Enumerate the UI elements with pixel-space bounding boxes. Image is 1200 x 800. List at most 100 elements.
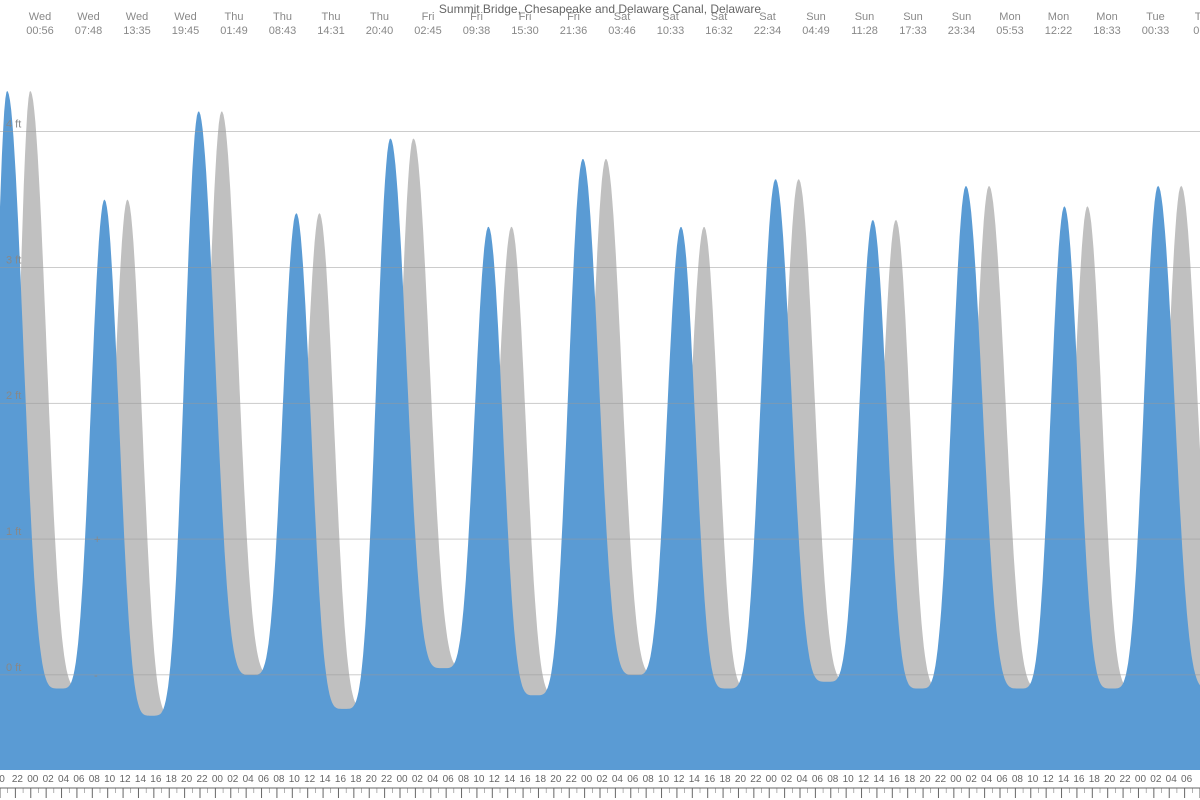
top-label-time: 08:43 bbox=[269, 25, 297, 37]
x-axis-label: 02 bbox=[966, 774, 978, 785]
x-axis-label: 16 bbox=[889, 774, 901, 785]
x-axis-label: 20 bbox=[735, 774, 747, 785]
top-label-time: 17:33 bbox=[899, 25, 927, 37]
x-axis-label: 04 bbox=[1166, 774, 1178, 785]
x-axis-label: 04 bbox=[58, 774, 70, 785]
top-label-time: 13:35 bbox=[123, 25, 151, 37]
top-label-time: 22:34 bbox=[754, 25, 782, 37]
x-axis-label: 22 bbox=[196, 774, 208, 785]
top-label-time: 23:34 bbox=[948, 25, 976, 37]
x-axis-label: 12 bbox=[858, 774, 870, 785]
x-axis-label: 22 bbox=[12, 774, 24, 785]
top-label-time: 02:45 bbox=[414, 25, 442, 37]
top-label-time: 20:40 bbox=[366, 25, 394, 37]
x-axis-label: 14 bbox=[1058, 774, 1070, 785]
top-label-time: 19:45 bbox=[172, 25, 200, 37]
x-axis-label: 12 bbox=[489, 774, 501, 785]
x-axis-label: 00 bbox=[27, 774, 39, 785]
top-label-time: 05:53 bbox=[996, 25, 1024, 37]
top-label-time: 04:49 bbox=[802, 25, 830, 37]
x-axis-label: 0 bbox=[0, 774, 5, 785]
x-axis-label: 02 bbox=[227, 774, 239, 785]
y-axis-label: 3 ft bbox=[6, 254, 21, 266]
top-label-time: 11:28 bbox=[851, 25, 878, 37]
x-axis-label: 06 bbox=[443, 774, 455, 785]
top-label-time: 21:36 bbox=[560, 25, 588, 37]
x-axis-label: 06 bbox=[73, 774, 85, 785]
marker-minus: - bbox=[94, 670, 98, 682]
x-axis-label: 22 bbox=[935, 774, 947, 785]
x-axis-label: 16 bbox=[704, 774, 716, 785]
x-axis-label: 16 bbox=[520, 774, 532, 785]
x-axis-label: 12 bbox=[120, 774, 132, 785]
top-label-time: 14:31 bbox=[317, 25, 345, 37]
x-axis-label: 00 bbox=[581, 774, 593, 785]
x-axis-label: 06 bbox=[996, 774, 1008, 785]
x-axis-label: 06 bbox=[812, 774, 824, 785]
x-axis-label: 00 bbox=[950, 774, 962, 785]
x-axis-label: 00 bbox=[396, 774, 408, 785]
x-axis-label: 10 bbox=[843, 774, 855, 785]
x-axis-label: 04 bbox=[981, 774, 993, 785]
x-axis-label: 14 bbox=[135, 774, 147, 785]
x-axis-label: 02 bbox=[781, 774, 793, 785]
x-axis-label: 22 bbox=[381, 774, 393, 785]
chart-title: Summit Bridge, Chesapeake and Delaware C… bbox=[0, 2, 1200, 16]
top-label-time: 15:30 bbox=[511, 25, 539, 37]
x-axis-label: 18 bbox=[904, 774, 916, 785]
x-axis-label: 06 bbox=[627, 774, 639, 785]
x-axis-label: 20 bbox=[181, 774, 193, 785]
x-axis-label: 10 bbox=[658, 774, 670, 785]
x-axis-label: 08 bbox=[273, 774, 285, 785]
x-axis-label: 02 bbox=[596, 774, 608, 785]
marker-plus: + bbox=[94, 534, 100, 546]
y-axis-label: 2 ft bbox=[6, 390, 21, 402]
x-axis-label: 20 bbox=[920, 774, 932, 785]
x-axis-label: 16 bbox=[335, 774, 347, 785]
tide-chart-container: Summit Bridge, Chesapeake and Delaware C… bbox=[0, 0, 1200, 800]
x-axis-label: 16 bbox=[1073, 774, 1085, 785]
x-axis-label: 08 bbox=[458, 774, 470, 785]
top-label-time: 00:56 bbox=[26, 25, 54, 37]
x-axis-label: 10 bbox=[1027, 774, 1039, 785]
x-axis-label: 10 bbox=[473, 774, 485, 785]
x-axis-label: 00 bbox=[766, 774, 778, 785]
x-axis-label: 14 bbox=[504, 774, 516, 785]
x-axis-label: 18 bbox=[1089, 774, 1101, 785]
x-axis-label: 00 bbox=[212, 774, 224, 785]
top-label-time: 01:49 bbox=[220, 25, 248, 37]
x-axis-label: 20 bbox=[366, 774, 378, 785]
x-axis-label: 10 bbox=[289, 774, 301, 785]
x-axis-label: 14 bbox=[689, 774, 701, 785]
x-axis-label: 02 bbox=[1150, 774, 1162, 785]
x-axis-label: 18 bbox=[350, 774, 362, 785]
x-axis-label: 12 bbox=[1043, 774, 1055, 785]
x-axis-label: 12 bbox=[304, 774, 316, 785]
x-axis-label: 18 bbox=[166, 774, 178, 785]
x-axis-label: 04 bbox=[243, 774, 255, 785]
x-axis-label: 04 bbox=[427, 774, 439, 785]
x-axis-label: 20 bbox=[1104, 774, 1116, 785]
top-label-time: 16:32 bbox=[705, 25, 733, 37]
top-label-time: 10:33 bbox=[657, 25, 685, 37]
x-axis-label: 06 bbox=[1181, 774, 1193, 785]
y-axis-label: 4 ft bbox=[6, 119, 21, 131]
top-label-time: 18:33 bbox=[1093, 25, 1121, 37]
top-label-time: 12:22 bbox=[1045, 25, 1073, 37]
x-axis-label: 08 bbox=[827, 774, 839, 785]
top-label-time: 09:38 bbox=[463, 25, 491, 37]
x-axis-label: 22 bbox=[750, 774, 762, 785]
x-axis-label: 04 bbox=[612, 774, 624, 785]
x-axis-label: 14 bbox=[873, 774, 885, 785]
x-axis-label: 06 bbox=[258, 774, 270, 785]
x-axis-label: 20 bbox=[550, 774, 562, 785]
x-axis-label: 14 bbox=[320, 774, 332, 785]
top-label-time: 06:5 bbox=[1193, 25, 1200, 37]
tide-chart: 0 ft1 ft2 ft3 ft4 ft+-Wed00:56Wed07:48We… bbox=[0, 0, 1200, 800]
x-axis-label: 08 bbox=[89, 774, 101, 785]
x-axis-label: 22 bbox=[1120, 774, 1132, 785]
x-axis-label: 12 bbox=[673, 774, 685, 785]
top-label-time: 00:33 bbox=[1142, 25, 1170, 37]
top-label-time: 03:46 bbox=[608, 25, 636, 37]
x-axis-label: 18 bbox=[720, 774, 732, 785]
